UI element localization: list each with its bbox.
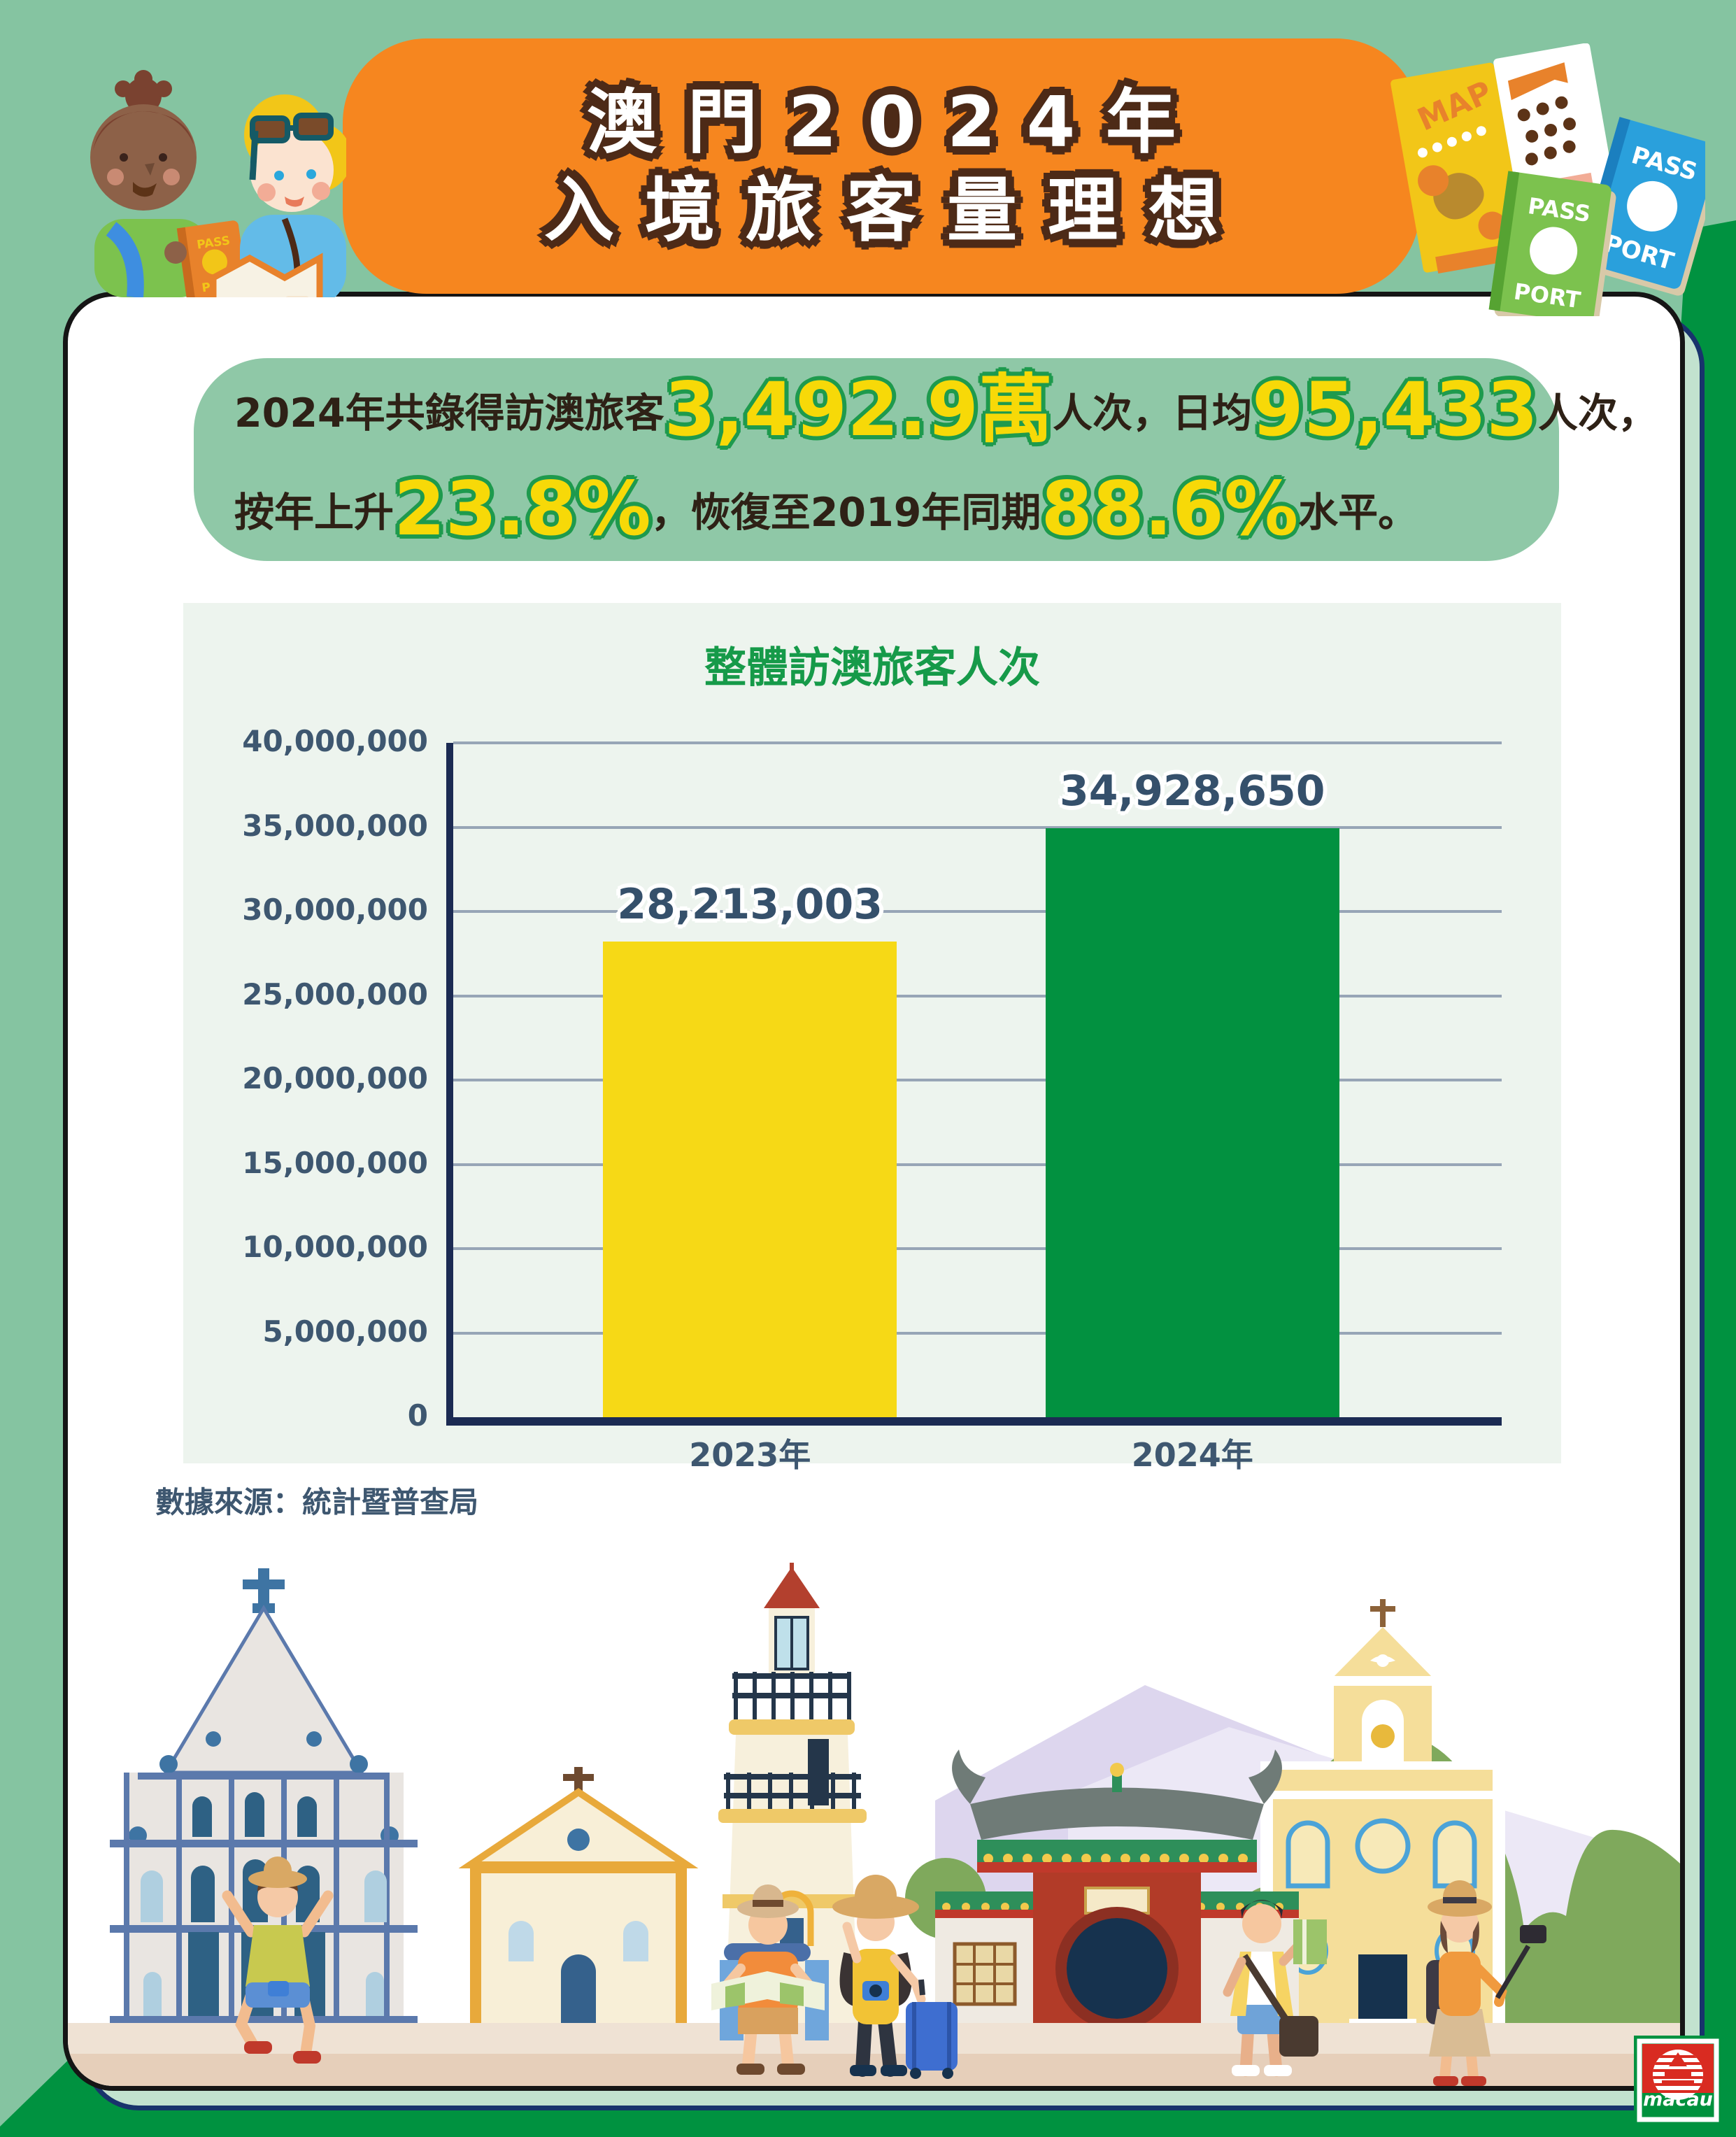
summary-segment: 按年上升 [234, 490, 394, 536]
summary-segment: 3,492.9萬 [664, 367, 1053, 453]
y-axis-tick-label: 5,000,000 [262, 1314, 428, 1349]
green-hills [1215, 1734, 1680, 2086]
ground-lower [68, 2054, 1680, 2086]
tourist-backpacker-man [711, 1884, 829, 2075]
travel-items-illustration: MAP PASS PORT PA [1390, 43, 1705, 316]
main-card: 2024年共錄得訪澳旅客 3,492.9萬 人次，日均 95,433 人次， 按年上升 2… [63, 292, 1685, 2091]
passport-text-top: PASS [196, 234, 231, 252]
page-title-line2: 入境旅客量理想 [544, 169, 1249, 251]
map-text: MAP [1412, 74, 1497, 138]
gridline [453, 1331, 1502, 1335]
passport-blue-text-bottom: PORT [1601, 229, 1678, 276]
gridline [453, 1247, 1502, 1250]
lighthouse [718, 1563, 867, 2024]
chart-panel: 整體訪澳旅客人次 0 5,000,000 10,000,000 15,000,000 2… [183, 603, 1561, 1474]
y-axis-tick-label: 20,000,000 [242, 1061, 428, 1095]
gridline [453, 910, 1502, 913]
summary-segment: 人次， [1538, 390, 1658, 436]
sunglasses-icon [249, 113, 334, 180]
x-axis-tick-label: 2024年 [1131, 1436, 1253, 1474]
tourist-jumping-girl [222, 1856, 334, 2064]
summary-box: 2024年共錄得訪澳旅客 3,492.9萬 人次，日均 95,433 人次， 按年上升 2… [194, 358, 1658, 561]
chart-axis [446, 743, 1502, 1426]
summary-segment: 人次，日均 [1052, 390, 1252, 436]
summary-segment: 2024年共錄得訪澳旅客 [234, 390, 664, 436]
traveler-with-map [210, 94, 346, 297]
source-note: 數據來源：統計暨普查局 [155, 1485, 479, 1519]
summary-segment: 88.6% [1041, 466, 1299, 552]
y-axis-tick-label: 30,000,000 [242, 893, 428, 927]
passport-blue-text-top: PASS [1628, 141, 1700, 187]
temple [905, 1749, 1299, 2030]
temple-roof-tiles [983, 1854, 1248, 1863]
lighthouse-railing-upper [732, 1672, 851, 1721]
ground-upper [68, 2023, 1680, 2086]
title-banner: 澳門2024年 入境旅客量理想 [343, 38, 1420, 294]
page-title-line1: 澳門2024年 [586, 80, 1207, 163]
tourist-hat-woman [832, 1875, 958, 2079]
child-with-passport: PASS PORT [90, 70, 248, 297]
tourists-header-illustration: PASS PORT [90, 70, 346, 297]
chart-title: 整體訪澳旅客人次 [704, 644, 1040, 693]
orange-trim-church [458, 1767, 699, 2024]
y-axis-tick-label: 25,000,000 [242, 977, 428, 1011]
y-axis-tick-label: 15,000,000 [242, 1145, 428, 1180]
y-axis-tick-label: 0 [407, 1398, 428, 1433]
tourist-selfie-woman [1426, 1880, 1546, 2086]
summary-line1: 2024年共錄得訪澳旅客 3,492.9萬 人次，日均 95,433 人次， [234, 360, 1658, 460]
gridline [453, 1163, 1502, 1166]
gridline [453, 825, 1502, 829]
gridline [453, 741, 1502, 744]
summary-segment: 水平。 [1298, 490, 1418, 536]
y-axis-tick-label: 10,000,000 [242, 1230, 428, 1264]
passport-blue-icon: PASS PORT [1578, 117, 1705, 296]
temple-eave-tiles [942, 1903, 1283, 1911]
bar-value-label: 34,928,650 [1059, 767, 1325, 816]
summary-line2: 按年上升 23.8% ，恢復至2019年同期 88.6% 水平。 [234, 460, 1559, 559]
landmarks-illustration [68, 1563, 1680, 2086]
bar-2024年 [1045, 828, 1339, 1417]
summary-segment: ，恢復至2019年同期 [650, 490, 1041, 536]
y-axis-tick-label: 35,000,000 [242, 808, 428, 843]
map-icon: MAP [1390, 43, 1624, 274]
passport-green-text-top: PASS [1526, 192, 1592, 227]
logo-text: macau [1643, 2089, 1713, 2110]
gridline [453, 1079, 1502, 1081]
yellow-church [1260, 1599, 1505, 2026]
mountains [935, 1685, 1680, 2024]
summary-segment: 23.8% [394, 466, 651, 552]
tourist-yellow-shirt-man [1223, 1900, 1327, 2077]
bar-value-label: 28,213,003 [617, 880, 883, 930]
bar-2023年 [603, 942, 897, 1417]
ruins-of-st-paul [110, 1568, 418, 2024]
lighthouse-railing-lower [724, 1773, 861, 1812]
x-axis-tick-label: 2023年 [689, 1436, 811, 1474]
summary-segment: 95,433 [1251, 367, 1539, 453]
y-axis-tick-label: 40,000,000 [242, 724, 428, 758]
macau-tourism-logo: macau [1634, 2036, 1722, 2125]
gridline [453, 994, 1502, 997]
